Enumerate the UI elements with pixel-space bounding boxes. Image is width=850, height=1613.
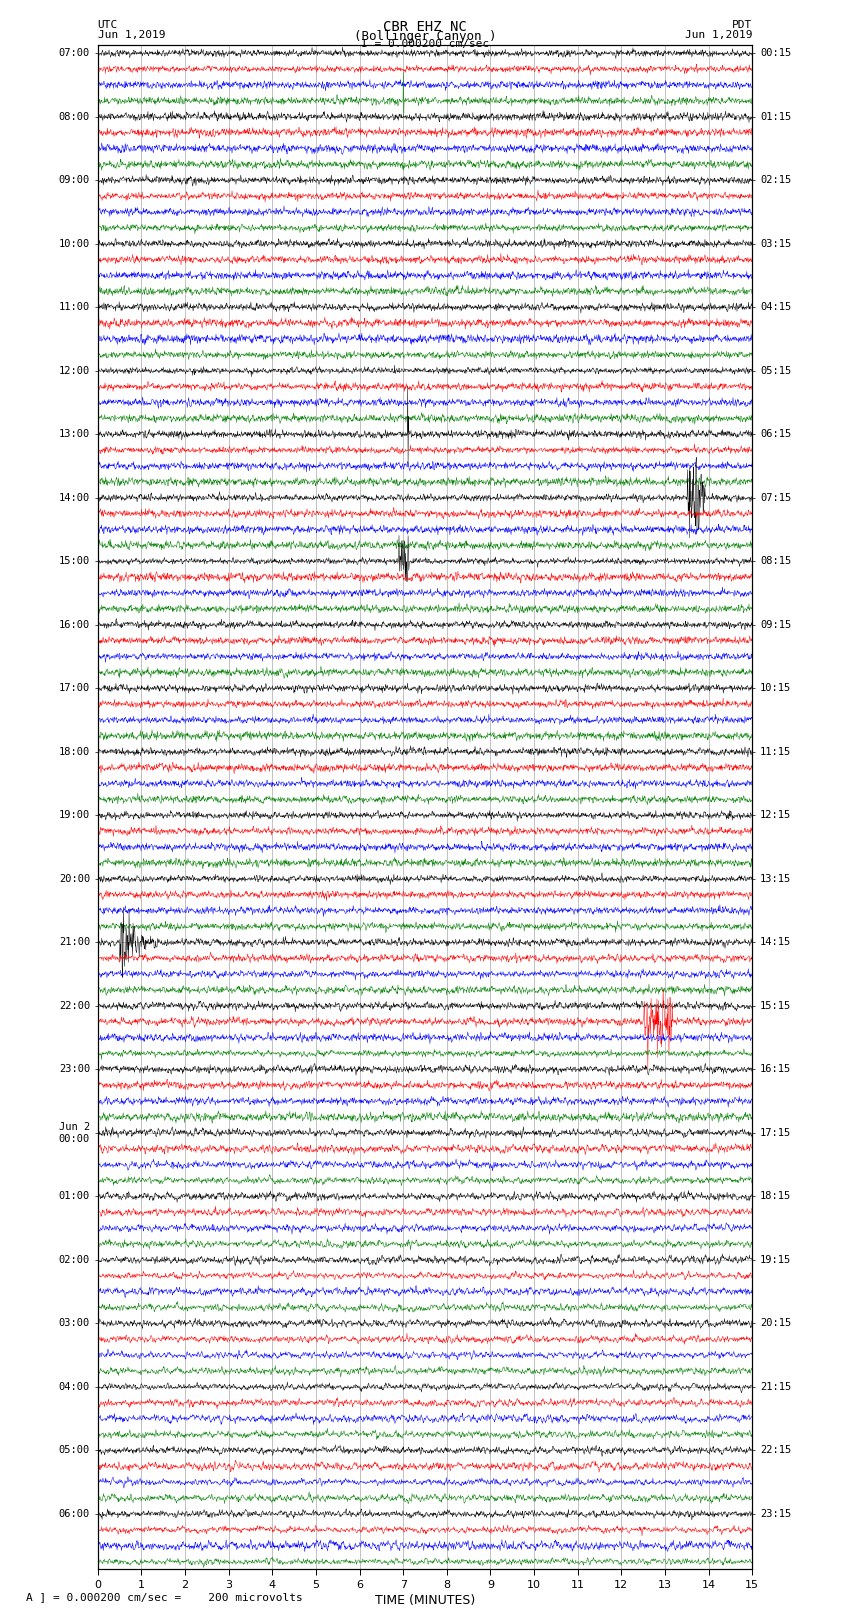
Text: Jun 1,2019: Jun 1,2019 <box>685 31 752 40</box>
Text: Jun 1,2019: Jun 1,2019 <box>98 31 165 40</box>
Text: UTC: UTC <box>98 19 118 31</box>
Text: PDT: PDT <box>732 19 752 31</box>
Text: CBR EHZ NC: CBR EHZ NC <box>383 19 467 34</box>
Text: I = 0.000200 cm/sec: I = 0.000200 cm/sec <box>361 39 489 48</box>
Text: A ] = 0.000200 cm/sec =    200 microvolts: A ] = 0.000200 cm/sec = 200 microvolts <box>26 1592 303 1602</box>
X-axis label: TIME (MINUTES): TIME (MINUTES) <box>375 1594 475 1607</box>
Text: (Bollinger Canyon ): (Bollinger Canyon ) <box>354 31 496 44</box>
